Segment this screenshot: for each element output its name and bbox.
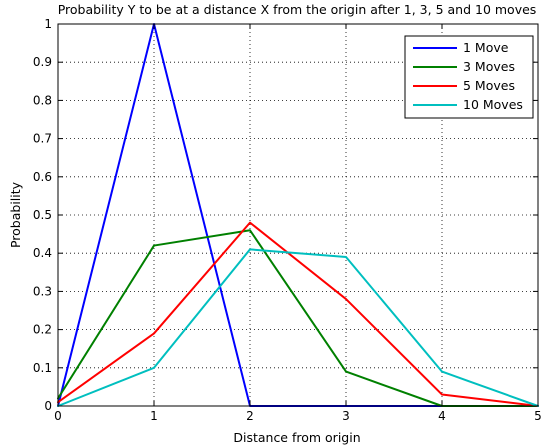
legend-label-3: 10 Moves (463, 97, 523, 112)
x-tick-label: 1 (150, 409, 158, 423)
series-line-2 (57, 221, 539, 407)
y-tick-label: 0 (44, 399, 52, 413)
x-tick-label: 5 (534, 409, 542, 423)
legend: 1 Move 3 Moves 5 Moves 10 Moves (404, 35, 534, 119)
y-tick-label: 0.8 (33, 93, 52, 107)
axis-ticks: 0 1 2 3 4 5 0 0.1 0.2 0.3 0.4 0.5 0.6 0.7 0.8 0.9 1 (33, 17, 542, 423)
y-tick-label: 0.7 (33, 132, 52, 146)
legend-label-1: 3 Moves (463, 59, 515, 74)
legend-label-0: 1 Move (463, 40, 509, 55)
y-tick-label: 0.2 (33, 323, 52, 337)
chart-title: Probability Y to be at a distance X from… (58, 2, 537, 17)
y-tick-label: 0.5 (33, 208, 52, 222)
x-tick-label: 0 (54, 409, 62, 423)
y-tick-label: 0.6 (33, 170, 52, 184)
x-tick-label: 4 (438, 409, 446, 423)
y-tick-label: 0.9 (33, 55, 52, 69)
y-tick-label: 0.3 (33, 284, 52, 298)
y-tick-label: 0.1 (33, 361, 52, 375)
y-axis-label: Probability (8, 181, 23, 248)
y-tick-label: 1 (44, 17, 52, 31)
x-axis-label: Distance from origin (233, 430, 360, 445)
grid (58, 24, 538, 406)
y-tick-label: 0.4 (33, 246, 52, 260)
x-tick-label: 2 (246, 409, 254, 423)
series-line-3 (57, 248, 539, 407)
x-tick-label: 3 (342, 409, 350, 423)
legend-label-2: 5 Moves (463, 78, 515, 93)
